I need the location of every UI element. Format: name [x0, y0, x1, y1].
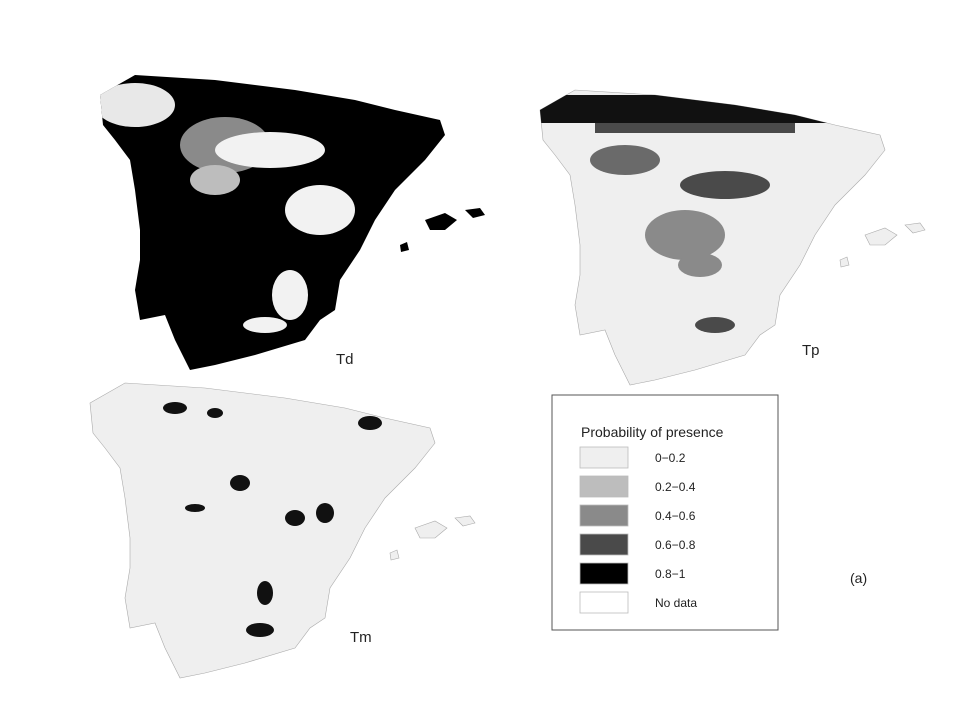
legend: Probability of presence 0−0.2 0.2−0.4 0.4−…	[551, 394, 779, 631]
legend-swatch	[579, 446, 629, 469]
map-label: Td	[336, 351, 354, 368]
map-td	[100, 75, 485, 370]
legend-label: 0−0.2	[655, 451, 686, 465]
legend-label: 0.2−0.4	[655, 480, 696, 494]
legend-label: 0.4−0.6	[655, 509, 696, 523]
legend-title: Probability of presence	[581, 424, 724, 440]
legend-swatch	[579, 562, 629, 585]
legend-swatch	[579, 475, 629, 498]
legend-label: 0.8−1	[655, 567, 686, 581]
map-tp	[539, 89, 926, 386]
map-label: Tp	[802, 342, 820, 359]
legend-label: No data	[655, 596, 697, 610]
map-label: Tm	[350, 629, 372, 646]
legend-swatch	[579, 591, 629, 614]
map-tm	[89, 382, 476, 679]
panel-label: (a)	[850, 570, 867, 586]
legend-label: 0.6−0.8	[655, 538, 696, 552]
legend-swatch	[579, 533, 629, 556]
legend-swatch	[579, 504, 629, 527]
